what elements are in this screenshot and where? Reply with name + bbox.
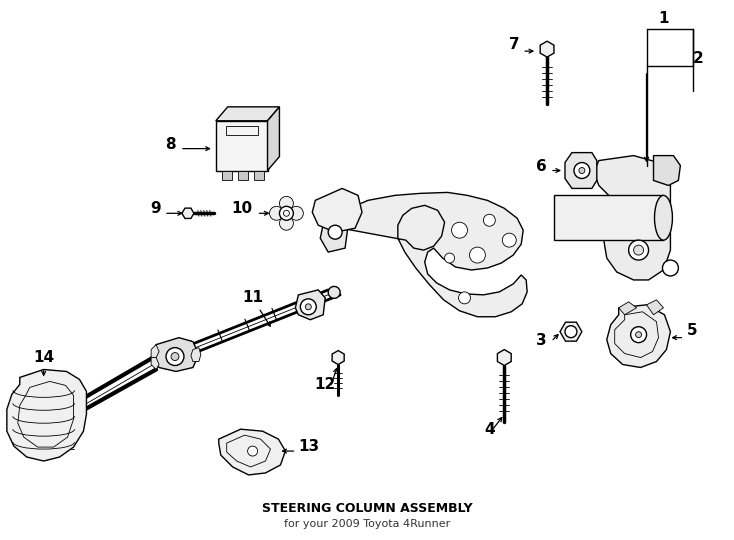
Text: STEERING COLUMN ASSEMBLY: STEERING COLUMN ASSEMBLY: [262, 502, 472, 515]
Circle shape: [663, 260, 678, 276]
Circle shape: [574, 163, 590, 179]
Polygon shape: [222, 171, 232, 180]
Polygon shape: [295, 290, 325, 320]
Text: 12: 12: [315, 377, 336, 393]
Polygon shape: [267, 107, 280, 171]
Polygon shape: [554, 195, 664, 240]
Circle shape: [445, 253, 454, 263]
Text: 9: 9: [150, 201, 161, 217]
Polygon shape: [320, 205, 348, 252]
Text: for your 2009 Toyota 4Runner: for your 2009 Toyota 4Runner: [284, 519, 450, 529]
Circle shape: [247, 446, 258, 456]
Polygon shape: [151, 345, 159, 357]
Polygon shape: [7, 369, 87, 461]
Text: 4: 4: [484, 422, 495, 437]
Polygon shape: [653, 156, 680, 185]
Circle shape: [502, 233, 516, 247]
Circle shape: [636, 332, 642, 338]
Circle shape: [484, 214, 495, 226]
Polygon shape: [325, 192, 527, 317]
Circle shape: [328, 225, 342, 239]
Ellipse shape: [655, 195, 672, 240]
Text: 7: 7: [509, 37, 519, 52]
Polygon shape: [219, 429, 286, 475]
Polygon shape: [253, 171, 264, 180]
Text: 8: 8: [165, 137, 176, 152]
Polygon shape: [191, 348, 201, 361]
Ellipse shape: [328, 286, 340, 299]
Text: 6: 6: [537, 159, 547, 173]
Circle shape: [300, 299, 316, 315]
Polygon shape: [647, 300, 664, 315]
Circle shape: [171, 353, 179, 361]
Polygon shape: [238, 171, 247, 180]
Text: 11: 11: [242, 290, 263, 305]
Polygon shape: [312, 188, 362, 232]
Polygon shape: [151, 357, 159, 369]
Circle shape: [280, 206, 294, 220]
Polygon shape: [565, 153, 597, 188]
Text: 1: 1: [658, 11, 669, 26]
Circle shape: [459, 292, 470, 304]
Polygon shape: [216, 121, 267, 171]
Circle shape: [166, 348, 184, 366]
Circle shape: [305, 304, 311, 310]
Text: 13: 13: [298, 439, 319, 454]
Polygon shape: [619, 302, 636, 315]
Text: 10: 10: [231, 201, 252, 217]
Polygon shape: [607, 305, 670, 368]
Circle shape: [470, 247, 485, 263]
Circle shape: [451, 222, 468, 238]
Polygon shape: [151, 338, 199, 372]
Circle shape: [283, 210, 289, 217]
Circle shape: [565, 326, 577, 338]
Polygon shape: [216, 107, 280, 121]
Text: 3: 3: [537, 333, 547, 348]
Polygon shape: [594, 156, 670, 280]
Circle shape: [269, 206, 283, 220]
Circle shape: [628, 240, 649, 260]
Circle shape: [280, 217, 294, 230]
Text: 5: 5: [686, 323, 697, 338]
Circle shape: [280, 197, 294, 210]
Text: 2: 2: [693, 51, 704, 66]
Circle shape: [631, 327, 647, 342]
Circle shape: [579, 167, 585, 173]
Circle shape: [289, 206, 303, 220]
Circle shape: [633, 245, 644, 255]
Text: 14: 14: [33, 349, 54, 364]
